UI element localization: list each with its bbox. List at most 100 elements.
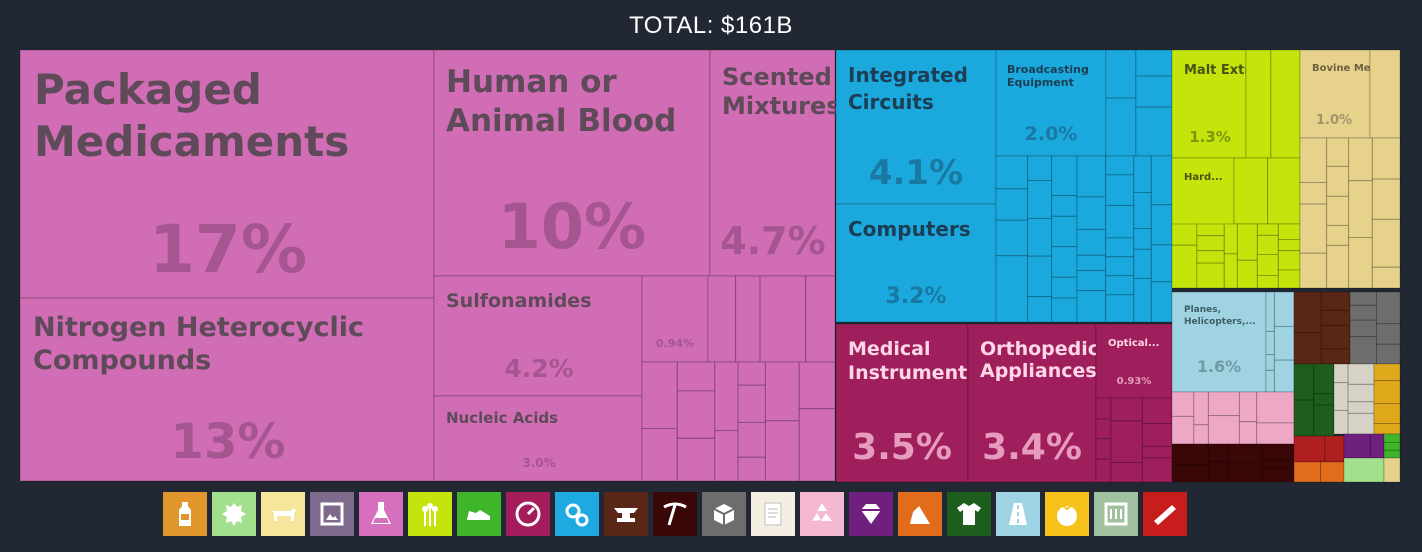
treemap-small-tile[interactable]: [1343, 457, 1385, 483]
treemap-small-tile[interactable]: [1150, 204, 1173, 246]
treemap-small-tile[interactable]: [1299, 203, 1328, 254]
paper-scroll-icon[interactable]: [751, 492, 795, 536]
treemap-small-tile[interactable]: [1076, 228, 1107, 256]
treemap-small-tile[interactable]: [1371, 218, 1401, 268]
treemap-small-tile[interactable]: [735, 275, 761, 363]
tile-computers[interactable]: [835, 203, 997, 323]
treemap-small-tile[interactable]: [1076, 290, 1107, 323]
tile-chemical-small[interactable]: [641, 275, 709, 363]
shirt-icon[interactable]: [947, 492, 991, 536]
treemap-small-tile[interactable]: [1110, 461, 1143, 483]
treemap-small-tile[interactable]: [1105, 294, 1135, 323]
treemap-small-tile[interactable]: [1313, 404, 1335, 437]
treemap-small-tile[interactable]: [1299, 252, 1328, 289]
treemap-small-tile[interactable]: [1076, 155, 1107, 198]
gears-icon[interactable]: [555, 492, 599, 536]
treemap-small-tile[interactable]: [995, 188, 1029, 221]
wheat-icon[interactable]: [408, 492, 452, 536]
plank-icon[interactable]: [1143, 492, 1187, 536]
treemap-small-tile[interactable]: [1207, 461, 1229, 483]
treemap-small-tile[interactable]: [1261, 466, 1295, 483]
treemap-small-tile[interactable]: [1076, 270, 1107, 292]
treemap-small-tile[interactable]: [1141, 397, 1173, 425]
treemap-small-tile[interactable]: [1238, 391, 1258, 423]
treemap-small-tile[interactable]: [1375, 343, 1401, 365]
treemap-small-tile[interactable]: [1383, 433, 1401, 444]
treemap-small-tile[interactable]: [1051, 195, 1078, 217]
treemap-small-tile[interactable]: [1324, 435, 1345, 463]
treemap-small-tile[interactable]: [1326, 137, 1350, 167]
treemap-small-tile[interactable]: [1320, 348, 1351, 365]
treemap-small-tile[interactable]: [805, 275, 836, 363]
treemap-small-tile[interactable]: [1076, 254, 1107, 272]
picture-frame-icon[interactable]: [310, 492, 354, 536]
treemap-small-tile[interactable]: [1347, 363, 1375, 385]
treemap-small-tile[interactable]: [1027, 217, 1053, 257]
bottle-icon[interactable]: [163, 492, 207, 536]
stone-icon[interactable]: [898, 492, 942, 536]
treemap-small-tile[interactable]: [737, 421, 766, 458]
treemap-small-tile[interactable]: [1196, 250, 1225, 264]
treemap-small-tile[interactable]: [1141, 445, 1173, 459]
treemap-small-tile[interactable]: [1349, 304, 1377, 321]
treemap-small-tile[interactable]: [1105, 174, 1135, 206]
treemap-small-tile[interactable]: [1105, 256, 1135, 277]
treemap-small-tile[interactable]: [737, 384, 766, 423]
treemap-small-tile[interactable]: [641, 427, 678, 482]
treemap-small-tile[interactable]: [1293, 461, 1322, 483]
treemap-small-tile[interactable]: [1105, 49, 1137, 99]
treemap-small-tile[interactable]: [1369, 49, 1401, 139]
treemap-small-tile[interactable]: [1207, 391, 1240, 417]
treemap-small-tile[interactable]: [1326, 195, 1350, 226]
road-icon[interactable]: [996, 492, 1040, 536]
treemap-small-tile[interactable]: [1347, 412, 1375, 435]
treemap-small-tile[interactable]: [1256, 223, 1279, 236]
treemap-small-tile[interactable]: [1383, 449, 1401, 459]
treemap-small-tile[interactable]: [1133, 191, 1152, 230]
treemap-small-tile[interactable]: [1027, 155, 1053, 182]
pickaxe-icon[interactable]: [653, 492, 697, 536]
treemap-small-tile[interactable]: [1207, 415, 1240, 445]
treemap-small-tile[interactable]: [1171, 464, 1209, 483]
treemap-small-tile[interactable]: [1265, 354, 1275, 371]
treemap-small-tile[interactable]: [1256, 274, 1279, 289]
treemap-small-tile[interactable]: [1193, 391, 1209, 426]
treemap-small-tile[interactable]: [1196, 235, 1225, 252]
treemap-small-tile[interactable]: [1320, 309, 1351, 326]
treemap-small-tile[interactable]: [1371, 178, 1401, 220]
treemap-small-tile[interactable]: [1371, 137, 1401, 180]
treemap-small-tile[interactable]: [1027, 180, 1053, 219]
treemap-small-tile[interactable]: [1133, 228, 1152, 250]
treemap-small-tile[interactable]: [1343, 433, 1371, 459]
treemap-small-tile[interactable]: [1265, 330, 1275, 356]
treemap-small-tile[interactable]: [798, 361, 836, 410]
treemap-small-tile[interactable]: [707, 275, 737, 363]
treemap-small-tile[interactable]: [1373, 363, 1401, 382]
treemap-small-tile[interactable]: [1347, 383, 1375, 403]
gauge-icon[interactable]: [506, 492, 550, 536]
treemap-small-tile[interactable]: [1027, 296, 1053, 323]
treemap-small-tile[interactable]: [1299, 137, 1328, 183]
treemap-small-tile[interactable]: [1171, 223, 1198, 246]
tile-nitrogen-heterocyclic[interactable]: [19, 297, 435, 482]
furniture-icon[interactable]: [1094, 492, 1138, 536]
treemap-small-tile[interactable]: [1256, 234, 1279, 255]
treemap-small-tile[interactable]: [995, 219, 1029, 257]
treemap-small-tile[interactable]: [1277, 238, 1301, 252]
tile-broadcasting-equipment[interactable]: [995, 49, 1107, 157]
treemap-small-tile[interactable]: [1277, 269, 1301, 289]
treemap-small-tile[interactable]: [1193, 424, 1209, 445]
treemap-small-tile[interactable]: [1348, 180, 1373, 238]
treemap-small-tile[interactable]: [1348, 236, 1373, 289]
treemap-small-tile[interactable]: [1223, 223, 1238, 255]
treemap-small-tile[interactable]: [764, 420, 800, 482]
treemap-small-tile[interactable]: [1273, 359, 1295, 393]
treemap-small-tile[interactable]: [1095, 458, 1112, 483]
treemap-small-tile[interactable]: [764, 361, 800, 422]
tile-hard[interactable]: [1171, 157, 1235, 227]
treemap-small-tile[interactable]: [1133, 248, 1152, 279]
treemap-small-tile[interactable]: [676, 390, 716, 439]
treemap-small-tile[interactable]: [1270, 49, 1301, 159]
treemap-small-tile[interactable]: [1171, 443, 1209, 466]
tomato-icon[interactable]: [1045, 492, 1089, 536]
